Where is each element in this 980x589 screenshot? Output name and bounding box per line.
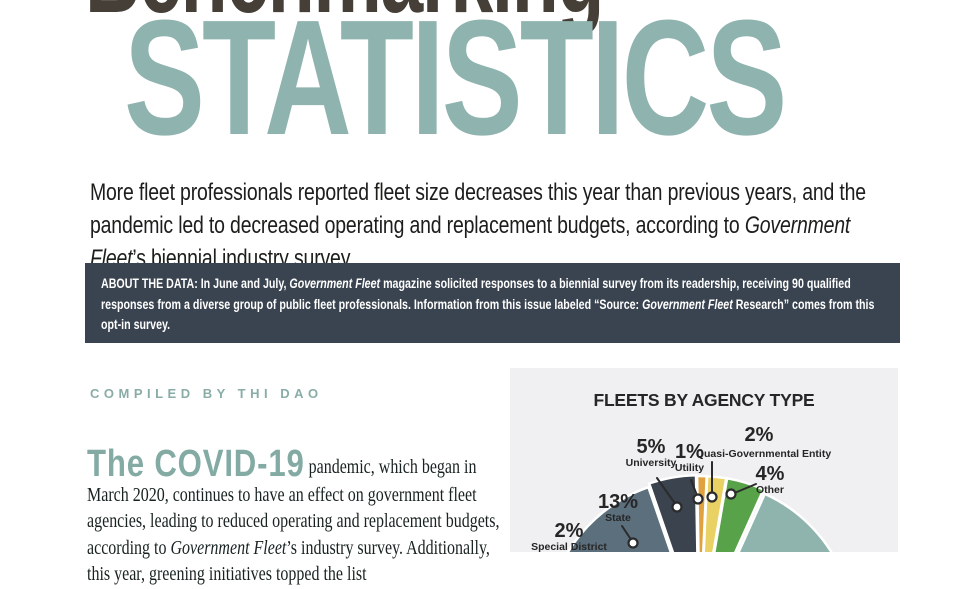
pie-slice-state — [566, 485, 673, 552]
callout-state-label: State — [605, 512, 631, 524]
callout-other: 4% Other — [740, 464, 800, 496]
about-the-data-box: ABOUT THE DATA: In June and July, Govern… — [85, 263, 900, 343]
masthead-title: STATISTICS — [124, 0, 787, 169]
masthead-kicker: Benchmarking — [85, 0, 604, 30]
pie-callout-dots — [627, 488, 737, 549]
article-text-1: pandemic, which began in March 2020, con… — [87, 456, 500, 559]
about-text-2: magazine solicited responses to a bienni… — [101, 276, 851, 312]
callout-university-pct: 5% — [636, 436, 666, 458]
callout-other-label: Other — [755, 484, 784, 496]
intro-text: More fleet professionals reported fleet … — [90, 179, 866, 239]
intro-paragraph: More fleet professionals reported fleet … — [90, 176, 892, 275]
callout-utility-pct: 1% — [675, 441, 704, 463]
callout-utility: 1% Utility — [662, 442, 717, 474]
article-lead-covid19: The COVID-19 — [87, 442, 305, 485]
callout-other-pct: 4% — [755, 463, 785, 485]
about-italic-2: Government Fleet — [642, 296, 733, 312]
about-the-data-text: ABOUT THE DATA: In June and July, Govern… — [101, 274, 891, 336]
about-text-3: Research” comes from this opt-in survey. — [101, 296, 875, 333]
callout-state-pct: 13% — [597, 491, 639, 513]
callout-state: 13% State — [588, 492, 648, 524]
callout-quasi-label-text: Quasi-Governmental Entity — [695, 448, 832, 460]
article-paragraph: The COVID-19 pandemic, which began in Ma… — [87, 445, 513, 589]
chart-panel: FLEETS BY AGENCY TYPE 5% University 1% U… — [510, 368, 898, 552]
callout-quasi-pct: 2% — [729, 425, 789, 445]
about-italic-1: Government Fleet — [289, 276, 381, 291]
callout-quasi-label: Quasi-Governmental Entity — [691, 448, 836, 460]
pie-wedges — [566, 473, 833, 552]
callout-utility-label: Utility — [674, 462, 705, 474]
callout-special-district: 2% Special District — [526, 521, 612, 552]
compiled-by-byline: COMPILED BY THI DAO — [90, 386, 323, 401]
callout-special-district-pct: 2% — [554, 520, 584, 542]
callout-special-district-label: Special District — [531, 541, 607, 552]
callout-university-label: University — [625, 457, 677, 469]
agency-type-pie-chart — [566, 461, 833, 552]
article-italic-publication: Government Fleet — [170, 537, 287, 559]
pie-slice-unlabeled-remainder — [737, 492, 833, 552]
chart-title: FLEETS BY AGENCY TYPE — [593, 390, 815, 410]
callout-quasi-pct-value: 2% — [744, 424, 774, 446]
about-text-1: ABOUT THE DATA: In June and July, — [101, 276, 290, 291]
callout-university: 5% University — [619, 437, 683, 469]
